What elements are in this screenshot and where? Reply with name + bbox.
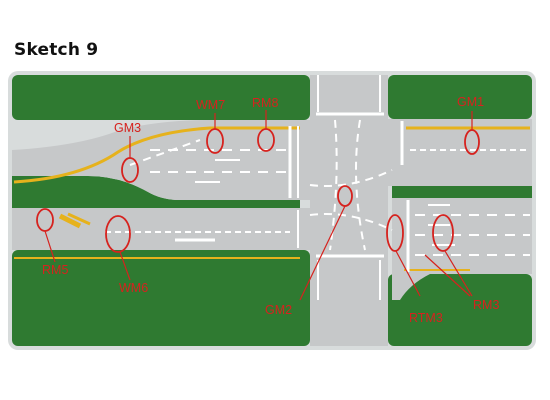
guide-line-1 <box>329 119 338 251</box>
road-left-upper <box>12 120 310 200</box>
yellow-hatch-1 <box>58 213 82 229</box>
leader-rm3-1 <box>444 250 473 297</box>
circle-rm3 <box>432 214 454 252</box>
guide-line-4 <box>309 213 393 231</box>
callout-labels: GM1 GM3 WM7 RM8 RM5 WM6 GM2 RTM3 RM3 <box>42 95 499 325</box>
grass-median-right <box>392 186 532 198</box>
white-markings <box>105 75 530 300</box>
guide-line-3 <box>309 169 393 187</box>
road-right-mid <box>388 167 532 186</box>
label-rm8: RM8 <box>252 96 278 110</box>
cross-road <box>310 75 388 346</box>
yellow-markings <box>13 126 530 271</box>
leader-rm5 <box>44 230 56 263</box>
road-left-lower <box>12 208 310 250</box>
leader-rm3-2 <box>424 254 471 297</box>
callout-leaders <box>44 110 473 301</box>
yellow-hatch-2 <box>67 212 91 226</box>
yellow-edge-left-upper <box>13 126 300 184</box>
label-rm5: RM5 <box>42 263 68 277</box>
lane-taper-left <box>129 139 201 166</box>
circle-wm6 <box>105 215 131 253</box>
circle-rtm3 <box>386 214 404 252</box>
leader-wm6 <box>119 251 131 281</box>
grass-areas <box>12 75 532 346</box>
grass-bottom-left <box>12 250 310 346</box>
sketch-title: Sketch 9 <box>14 40 99 60</box>
road-right-lower <box>392 198 532 300</box>
grass-bottom-right <box>388 274 532 346</box>
label-wm6: WM6 <box>119 281 148 295</box>
grass-top-left <box>12 75 310 120</box>
label-rtm3: RTM3 <box>409 311 443 325</box>
road-right-upper <box>388 119 532 167</box>
label-gm1: GM1 <box>457 95 484 109</box>
label-wm7: WM7 <box>196 98 225 112</box>
label-rm3: RM3 <box>473 298 499 312</box>
grass-top-right <box>388 75 532 119</box>
label-gm3: GM3 <box>114 121 141 135</box>
leader-rtm3 <box>395 250 421 297</box>
label-gm2: GM2 <box>265 303 292 317</box>
leader-gm2 <box>299 205 346 301</box>
